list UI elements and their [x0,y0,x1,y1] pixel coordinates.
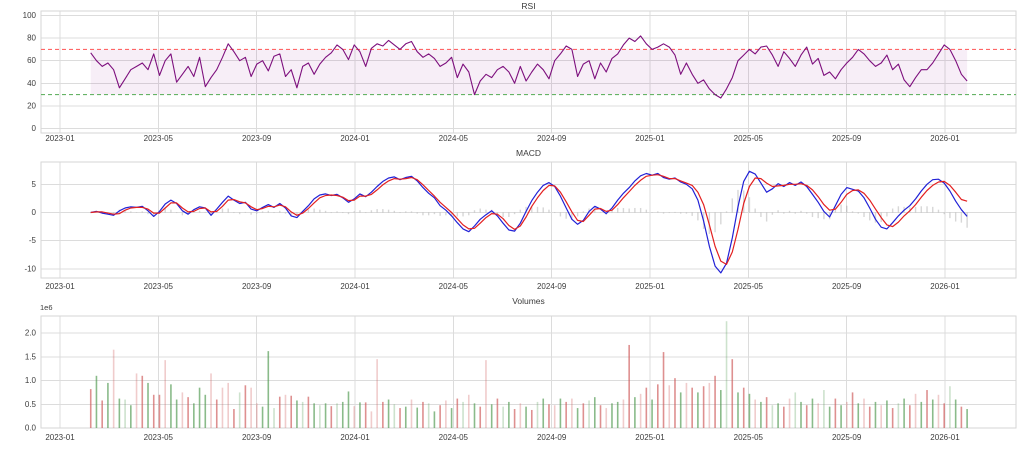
svg-text:2024-09: 2024-09 [537,282,567,291]
svg-text:20: 20 [27,101,36,110]
svg-text:2023-01: 2023-01 [45,134,75,143]
svg-text:2025-05: 2025-05 [734,282,764,291]
rsi-title: RSI [521,1,536,11]
svg-text:60: 60 [27,56,36,65]
svg-text:2026-01: 2026-01 [930,282,960,291]
svg-text:2023-09: 2023-09 [242,282,272,291]
svg-text:2024-01: 2024-01 [340,282,370,291]
svg-text:2025-01: 2025-01 [635,433,665,442]
svg-text:2023-09: 2023-09 [242,433,272,442]
svg-text:2025-01: 2025-01 [635,134,665,143]
volumes-title: Volumes [512,296,545,306]
svg-text:2025-09: 2025-09 [832,433,862,442]
svg-text:100: 100 [23,11,37,20]
svg-text:1.5: 1.5 [25,352,37,361]
svg-text:5: 5 [32,180,37,189]
svg-text:2024-01: 2024-01 [340,134,370,143]
svg-text:2025-01: 2025-01 [635,282,665,291]
svg-text:2024-09: 2024-09 [537,433,567,442]
svg-text:2026-01: 2026-01 [930,134,960,143]
svg-text:2025-05: 2025-05 [734,134,764,143]
svg-text:2024-05: 2024-05 [439,282,469,291]
svg-text:2023-09: 2023-09 [242,134,272,143]
svg-text:2024-05: 2024-05 [439,134,469,143]
volumes-panel: 2023-01 2023-05 2023-09 2024-01 2024-05 2024-… [25,315,1017,442]
svg-text:0: 0 [32,124,37,133]
svg-text:0.5: 0.5 [25,400,37,409]
svg-text:2025-09: 2025-09 [832,134,862,143]
svg-text:-10: -10 [24,264,36,273]
svg-text:2023-05: 2023-05 [144,282,174,291]
svg-text:0.0: 0.0 [25,424,37,433]
macd-panel: 2023-01 2023-05 2023-09 2024-01 2024-05 2024-… [24,161,1017,291]
svg-text:2025-09: 2025-09 [832,282,862,291]
svg-text:0: 0 [32,208,37,217]
svg-text:2023-05: 2023-05 [144,134,174,143]
svg-text:2024-01: 2024-01 [340,433,370,442]
svg-text:2024-09: 2024-09 [537,134,567,143]
svg-text:1.0: 1.0 [25,376,37,385]
svg-text:2026-01: 2026-01 [930,433,960,442]
svg-text:2023-05: 2023-05 [144,433,174,442]
svg-text:40: 40 [27,79,36,88]
rsi-panel: 2023-01 2023-05 2023-09 2024-01 2024-05 2024-… [23,10,1017,143]
svg-text:2025-05: 2025-05 [734,433,764,442]
svg-text:2023-01: 2023-01 [45,433,75,442]
volumes-scale-offset-label: 1e6 [40,303,53,312]
svg-text:-5: -5 [29,236,37,245]
svg-text:80: 80 [27,34,36,43]
svg-text:2.0: 2.0 [25,329,37,338]
svg-text:2024-05: 2024-05 [439,433,469,442]
svg-text:2023-01: 2023-01 [45,282,75,291]
macd-title: MACD [515,148,542,158]
